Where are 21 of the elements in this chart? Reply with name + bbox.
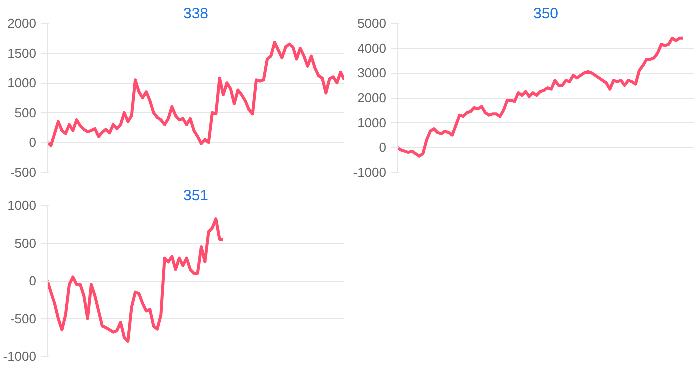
chart-title: 350 — [533, 6, 559, 22]
y-tick-label: 4000 — [358, 40, 386, 56]
y-tick-label: -500 — [10, 165, 37, 180]
y-tick-label: 2000 — [8, 16, 36, 31]
y-tick-label: 500 — [14, 105, 37, 120]
chart-title: 338 — [183, 6, 209, 22]
y-tick-label: 1000 — [8, 76, 36, 91]
y-tick-label: 0 — [379, 140, 387, 156]
chart-title: 351 — [183, 188, 209, 204]
y-tick-label: 5000 — [358, 16, 386, 31]
y-tick-label: 1500 — [8, 46, 36, 61]
y-tick-label: 1000 — [358, 115, 386, 130]
y-tick-label: 0 — [29, 135, 37, 150]
y-tick-label: -1000 — [353, 165, 386, 180]
y-tick-label: 3000 — [358, 66, 386, 81]
y-tick-label: 1000 — [8, 198, 36, 213]
y-tick-label: -500 — [10, 311, 37, 326]
y-tick-label: 2000 — [358, 90, 386, 106]
y-tick-label: 0 — [29, 274, 37, 288]
y-tick-label: 500 — [14, 236, 37, 251]
y-tick-label: -1000 — [3, 349, 36, 364]
